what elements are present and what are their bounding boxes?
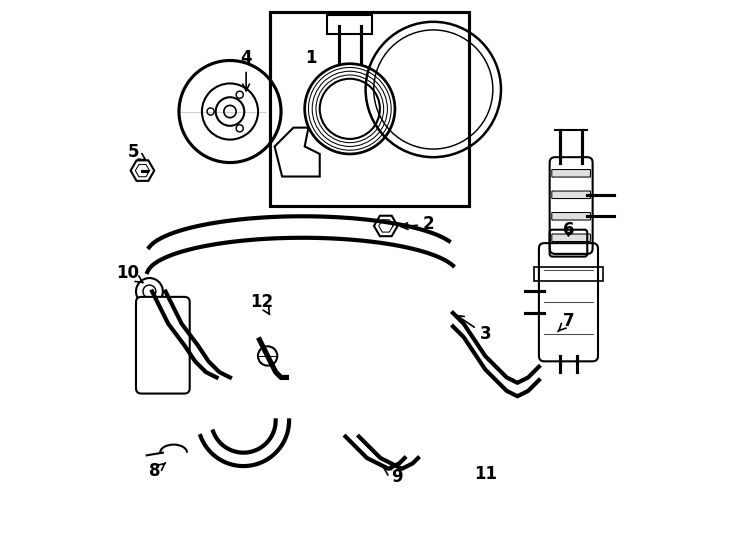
FancyBboxPatch shape xyxy=(552,234,590,241)
Bar xyxy=(534,267,603,281)
Text: 4: 4 xyxy=(240,49,252,91)
FancyBboxPatch shape xyxy=(136,297,189,394)
Text: 10: 10 xyxy=(117,264,142,282)
Text: 5: 5 xyxy=(128,143,145,161)
Text: 3: 3 xyxy=(457,315,491,343)
Text: 1: 1 xyxy=(305,49,316,67)
Circle shape xyxy=(236,125,243,132)
FancyBboxPatch shape xyxy=(552,213,590,220)
Text: 6: 6 xyxy=(563,221,574,239)
Circle shape xyxy=(136,278,163,305)
Circle shape xyxy=(143,285,156,298)
Circle shape xyxy=(258,346,277,366)
Polygon shape xyxy=(131,160,154,181)
Polygon shape xyxy=(374,215,398,236)
Bar xyxy=(327,15,372,33)
FancyBboxPatch shape xyxy=(552,170,590,177)
Text: 8: 8 xyxy=(149,462,166,481)
Text: 2: 2 xyxy=(401,215,435,233)
FancyBboxPatch shape xyxy=(552,191,590,199)
Text: 11: 11 xyxy=(473,465,497,483)
Bar xyxy=(270,12,469,206)
Circle shape xyxy=(224,105,236,118)
Text: 12: 12 xyxy=(251,293,274,314)
Circle shape xyxy=(236,91,243,98)
Text: 7: 7 xyxy=(558,312,574,332)
Text: 9: 9 xyxy=(385,468,402,486)
Circle shape xyxy=(207,108,214,115)
